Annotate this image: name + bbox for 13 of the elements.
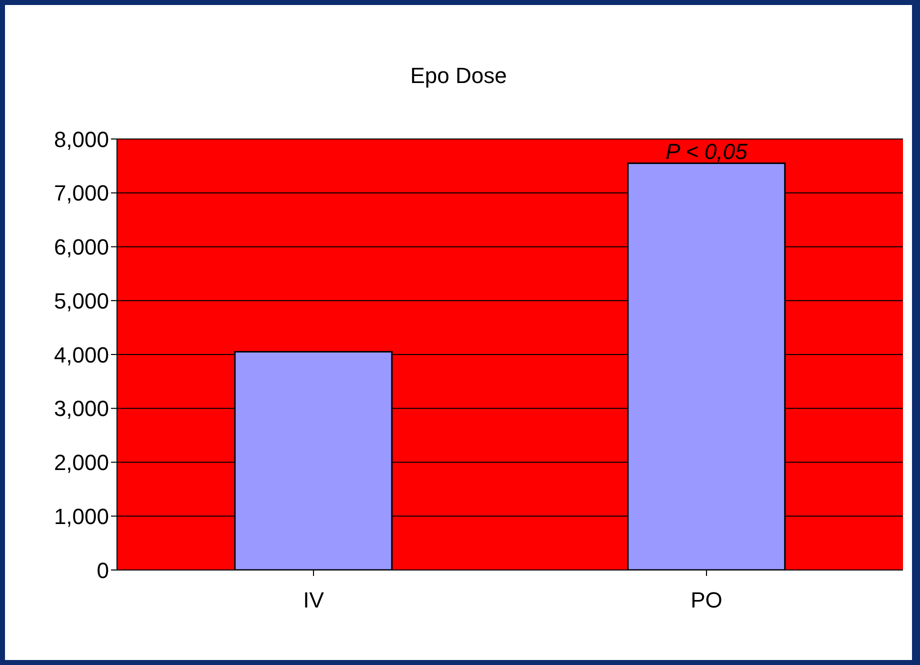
y-tick-label: 6,000 — [54, 234, 109, 260]
x-tick-label: PO — [690, 588, 722, 613]
chart-title: Epo Dose — [409, 63, 508, 89]
y-tick-label: 2,000 — [54, 450, 109, 476]
x-tick-label: IV — [303, 588, 324, 613]
y-tick-label: 8,000 — [54, 126, 109, 152]
y-tick-label: 1,000 — [54, 504, 109, 529]
y-tick-label: 7,000 — [54, 180, 109, 206]
annotation: P < 0,05 — [666, 139, 748, 164]
y-tick-label: 5,000 — [54, 288, 109, 314]
y-tick-label: 4,000 — [54, 342, 109, 368]
y-tick-label: 3,000 — [54, 396, 109, 422]
y-tick-label: 0 — [96, 558, 109, 583]
